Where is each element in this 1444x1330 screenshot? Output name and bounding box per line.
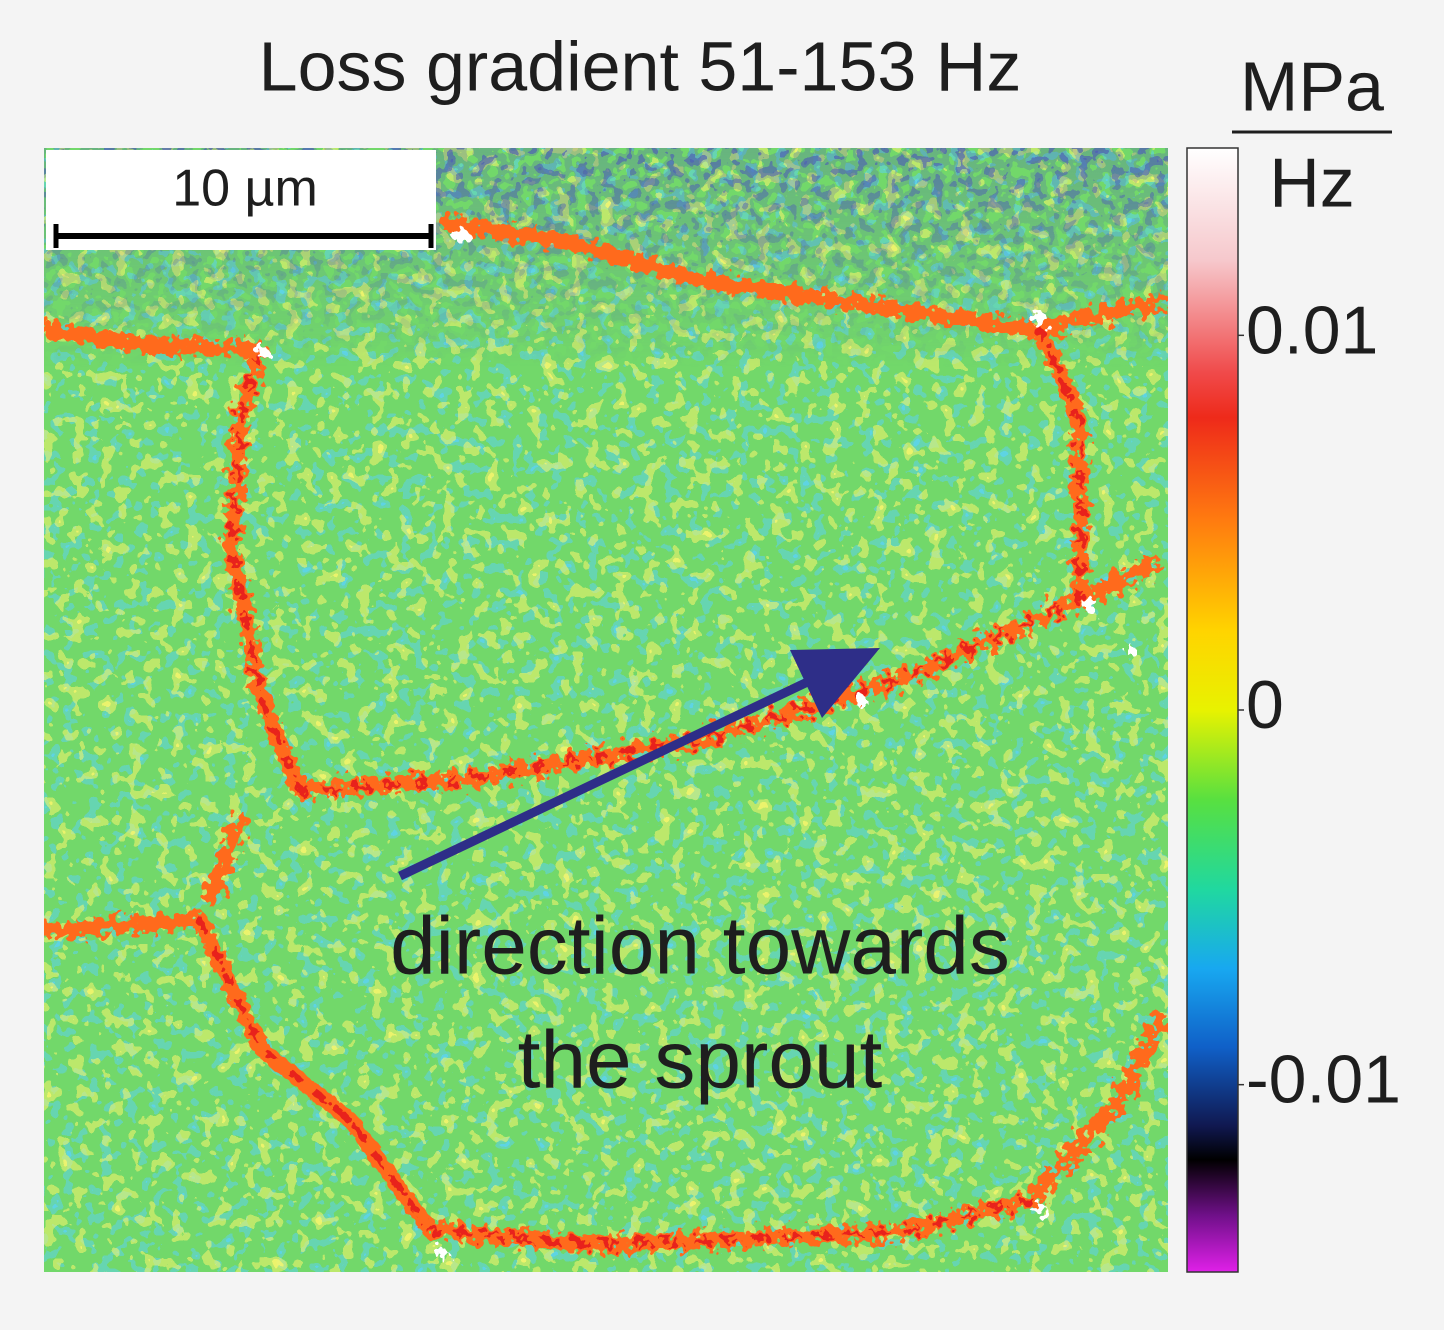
scale-bar-label: 10 µm — [172, 160, 318, 218]
colorbar: MPa Hz — [1186, 47, 1392, 1273]
arrow — [398, 648, 880, 881]
colorbar-unit: Hz — [1269, 143, 1355, 221]
annotation: direction towards — [390, 901, 1010, 992]
annotation: the sprout — [518, 1015, 883, 1106]
colorbar-tick-label: -0.01 — [1246, 1042, 1401, 1118]
colorbar-tick-label: 0 — [1246, 667, 1284, 743]
scale-bar: 10 µm — [46, 150, 436, 250]
colorbar-unit: MPa — [1240, 47, 1384, 125]
title: Loss gradient 51-153 Hz — [259, 27, 1022, 105]
heatmap — [44, 148, 1168, 1272]
colorbar-tick-label: 0.01 — [1246, 292, 1378, 368]
